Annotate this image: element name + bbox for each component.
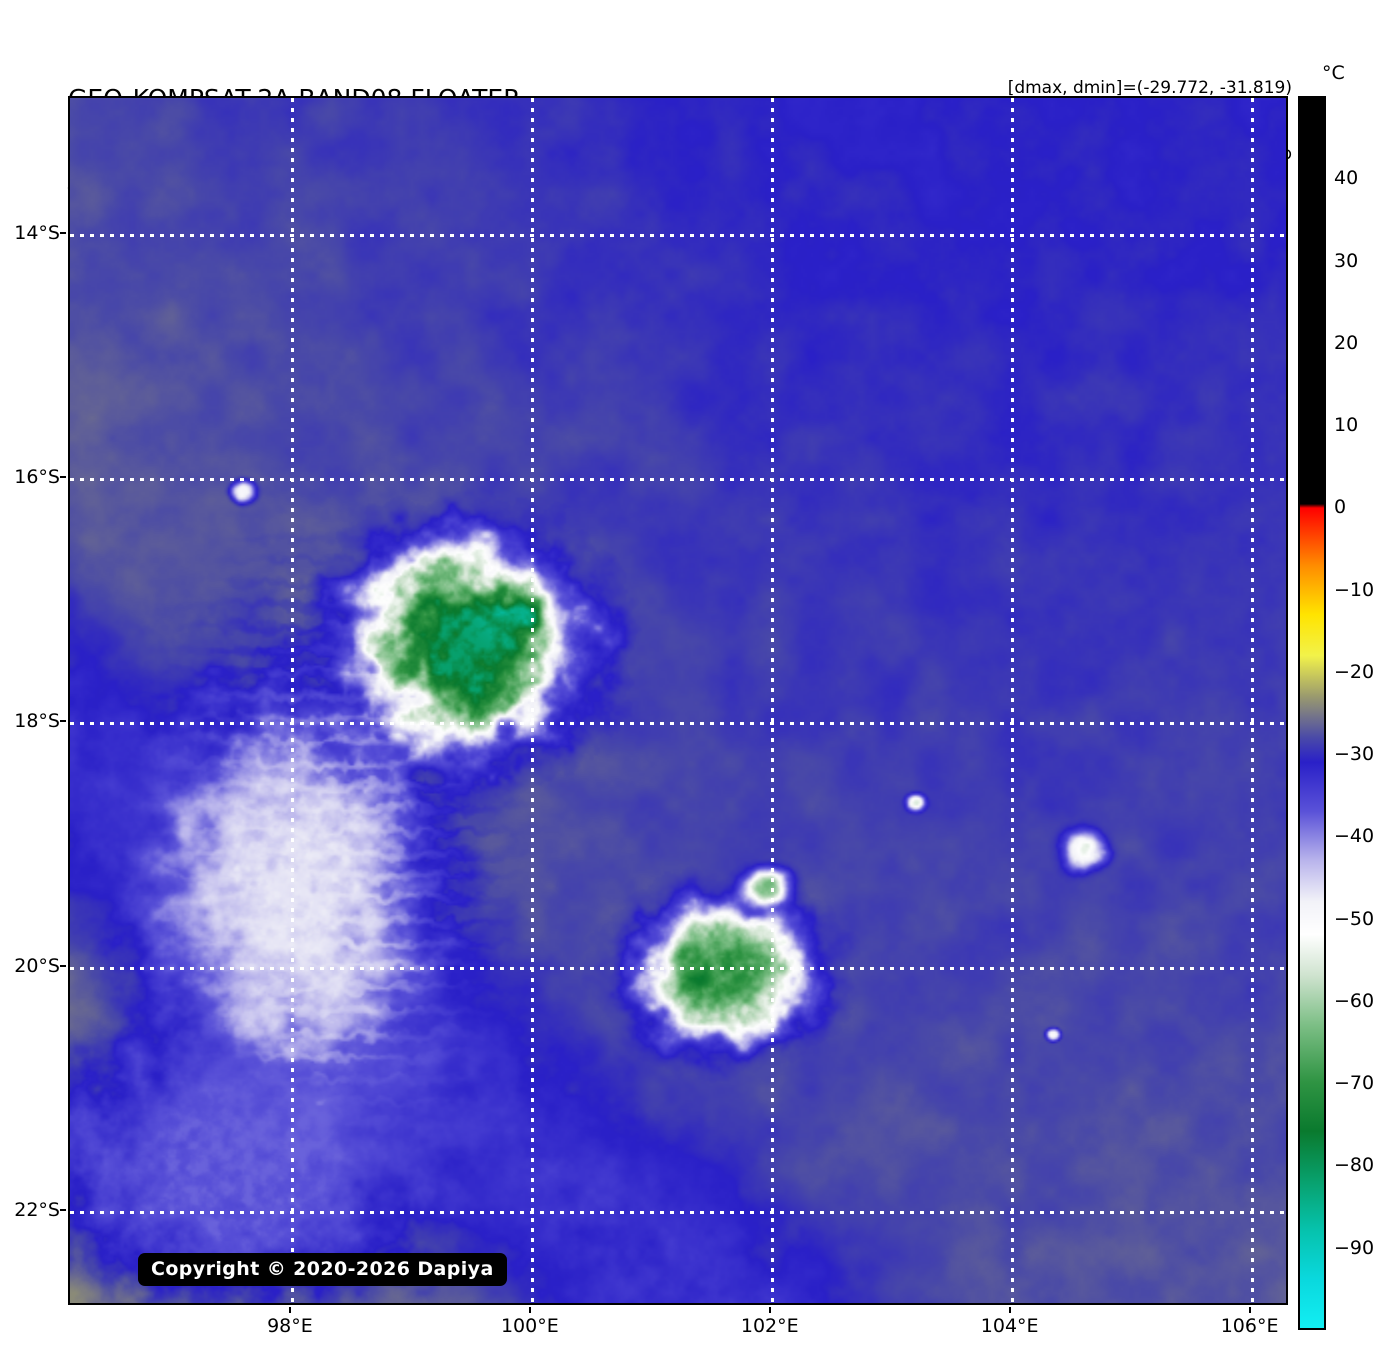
satellite-image-plot[interactable]: Copyright © 2020-2026 Dapiya [68, 96, 1288, 1305]
colorbar-tick-label: −30 [1334, 743, 1375, 766]
colorbar-tick-label: −80 [1334, 1154, 1375, 1177]
colorbar-tick-label: 10 [1334, 414, 1359, 437]
longitude-tick-label: 98°E [267, 1315, 313, 1337]
longitude-tick-label: 104°E [980, 1315, 1039, 1337]
latitude-tickmark [60, 231, 66, 234]
longitude-tickmark [1248, 1307, 1251, 1313]
colorbar-tick-label: 40 [1334, 167, 1359, 190]
colorbar-tick-label: 20 [1334, 331, 1359, 354]
colorbar-tick-label: −60 [1334, 989, 1375, 1012]
dminmax-readout: [dmax, dmin]=(-29.772, -31.819) [1007, 78, 1292, 99]
latitude-tickmark [60, 1208, 66, 1211]
latitude-tickmark [60, 964, 66, 967]
latitude-tick-label: 14°S [14, 221, 60, 244]
latitude-tick-label: 18°S [14, 710, 60, 733]
longitude-tickmark [768, 1307, 771, 1313]
colorbar-tick-label: −70 [1334, 1072, 1375, 1095]
colorbar-tick-label: 0 [1334, 496, 1347, 519]
colorbar-tick-label: 30 [1334, 249, 1359, 272]
colorbar[interactable] [1298, 96, 1326, 1330]
latitude-tick-label: 22°S [14, 1198, 60, 1221]
colorbar-tick-label: −90 [1334, 1236, 1375, 1259]
colorbar-tick-label: −50 [1334, 907, 1375, 930]
infrared-heatmap-canvas [70, 98, 1286, 1303]
longitude-tickmark [288, 1307, 291, 1313]
latitude-tickmark [60, 720, 66, 723]
latitude-tickmark [60, 476, 66, 479]
latitude-tick-label: 20°S [14, 954, 60, 977]
longitude-tickmark [1008, 1307, 1011, 1313]
colorbar-tick-label: −10 [1334, 578, 1375, 601]
colorbar-gradient [1300, 98, 1324, 1328]
longitude-tick-label: 106°E [1220, 1315, 1279, 1337]
longitude-tick-label: 100°E [500, 1315, 559, 1337]
longitude-tick-label: 102°E [740, 1315, 799, 1337]
colorbar-tick-label: −20 [1334, 660, 1375, 683]
colorbar-tick-label: −40 [1334, 825, 1375, 848]
copyright-badge: Copyright © 2020-2026 Dapiya [138, 1253, 507, 1286]
latitude-tick-label: 16°S [14, 466, 60, 489]
colorbar-unit-label: °C [1322, 62, 1345, 84]
longitude-tickmark [528, 1307, 531, 1313]
